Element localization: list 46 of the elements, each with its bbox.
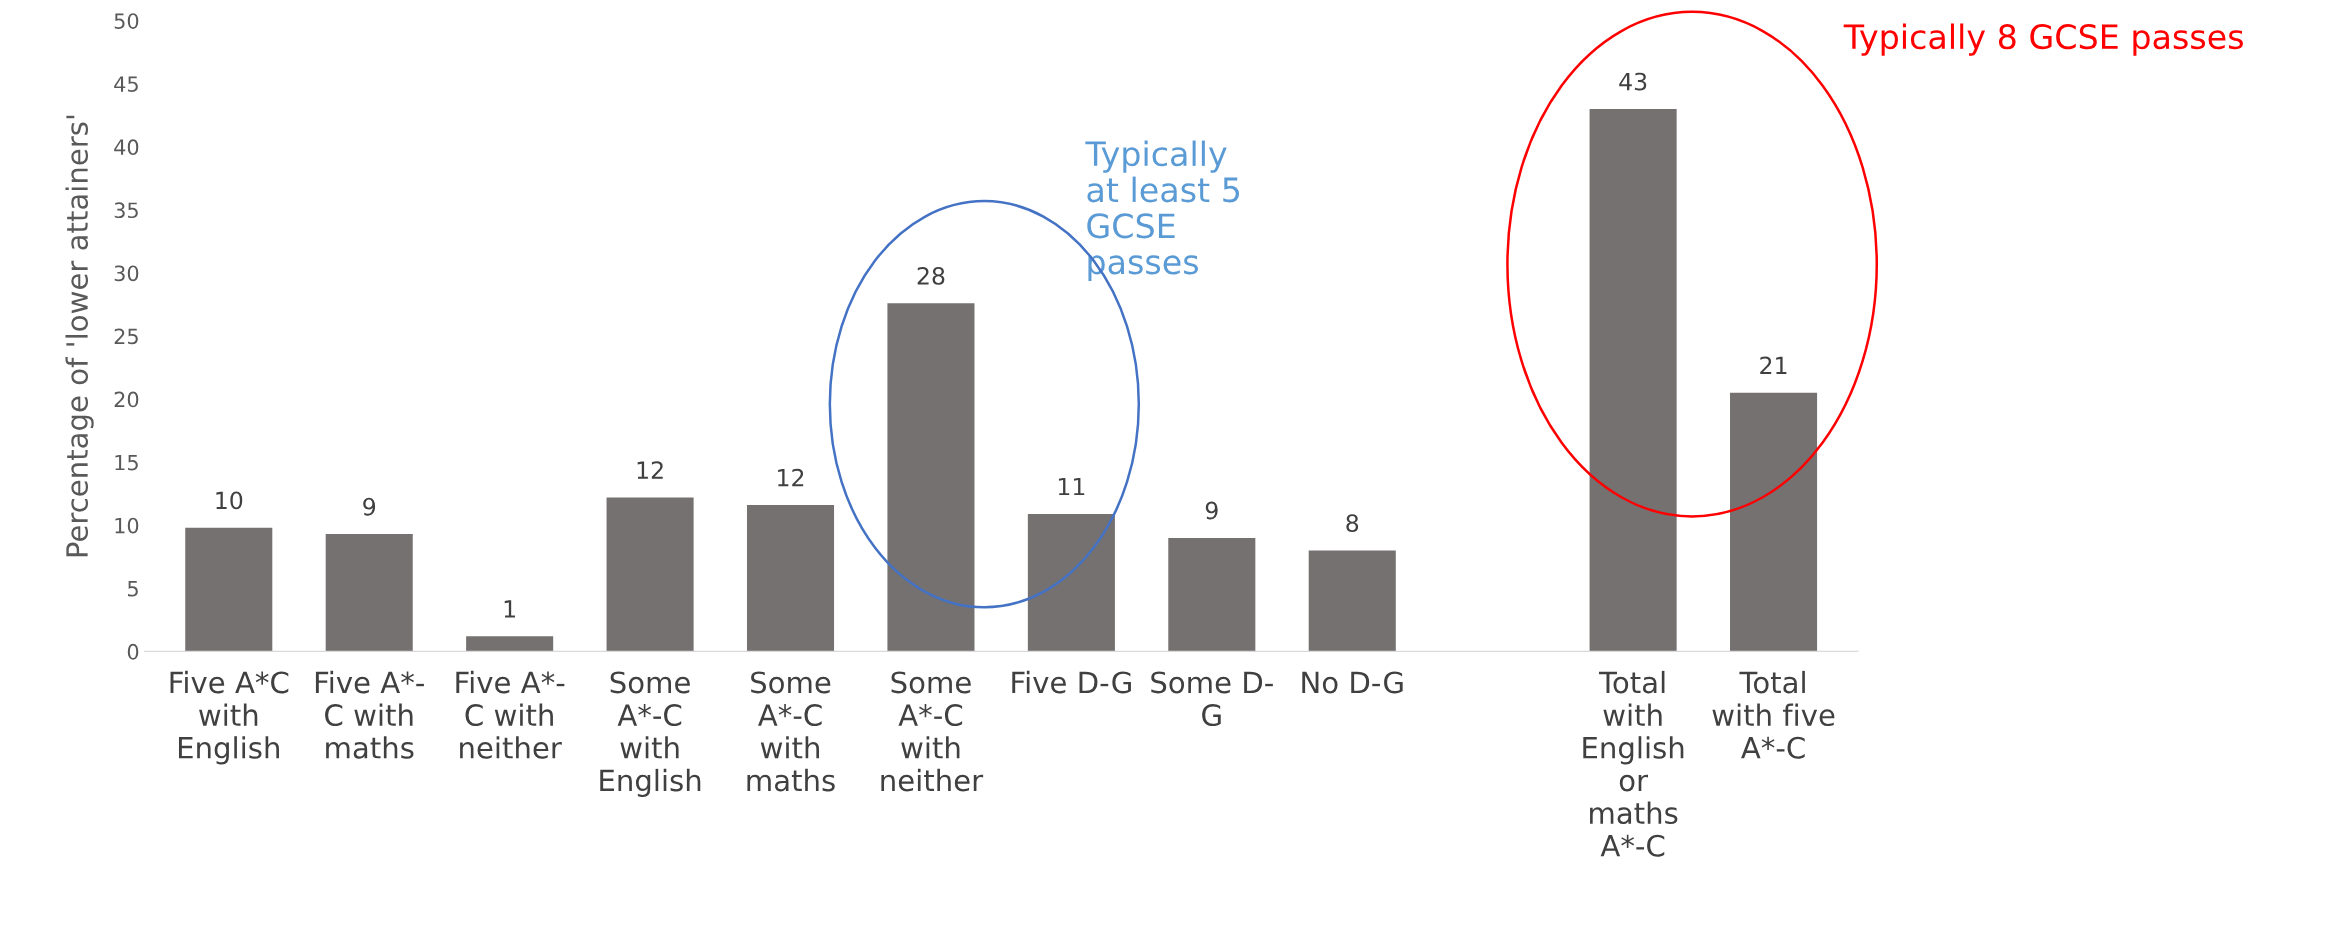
y-tick-label: 25 — [114, 328, 138, 345]
x-tick-label: Five A*- C with maths — [315, 670, 424, 759]
x-tick-label: Five A*- C with neither — [456, 670, 565, 759]
data-label: 11 — [1058, 477, 1085, 496]
x-tick-label: Some A*-C with neither — [881, 671, 984, 792]
y-tick-label: 20 — [114, 391, 139, 408]
data-label: 12 — [778, 468, 804, 487]
y-tick-label: 35 — [114, 202, 138, 219]
data-label: 10 — [216, 491, 243, 510]
bar — [746, 505, 835, 652]
bar — [1027, 513, 1115, 652]
y-tick-label: 40 — [114, 139, 139, 156]
bar — [325, 534, 413, 652]
bar — [1168, 537, 1256, 652]
y-axis-title: Percentage of 'lower attainers' — [65, 115, 94, 557]
x-tick-label: Five D-G — [1012, 670, 1131, 694]
bar — [887, 303, 975, 652]
y-tick-label: 0 — [127, 643, 139, 660]
x-tick-label: No D-G — [1302, 671, 1403, 694]
data-label: 21 — [1760, 356, 1787, 375]
x-tick-label: Some A*-C with English — [600, 671, 701, 798]
bar — [466, 636, 554, 652]
x-tick-label: Five A*C with English — [170, 670, 289, 765]
x-tick-label: Total with five A*-C — [1712, 670, 1835, 759]
bar — [1589, 108, 1677, 652]
data-label: 28 — [917, 266, 945, 285]
data-label: 1 — [504, 600, 515, 618]
x-tick-label: Some D- G — [1151, 671, 1273, 727]
y-tick-label: 10 — [115, 517, 139, 534]
data-label: 9 — [363, 497, 376, 516]
data-label: 43 — [1619, 72, 1647, 91]
bar — [1308, 550, 1396, 652]
data-label: 12 — [637, 461, 663, 479]
x-tick-label: Some A*-C with maths — [747, 671, 835, 792]
y-tick-label: 5 — [128, 581, 138, 597]
y-tick-label: 45 — [114, 76, 138, 92]
bar — [185, 527, 273, 652]
y-tick-label: 50 — [114, 13, 139, 29]
data-label: 8 — [1346, 514, 1359, 533]
data-label: 9 — [1205, 501, 1218, 520]
annotation: Typically 8 GCSE passes — [1843, 23, 2243, 56]
bar — [606, 497, 694, 652]
bar — [1730, 392, 1818, 652]
y-tick-label: 15 — [115, 454, 138, 471]
x-tick-label: Total with English or maths A*-C — [1583, 670, 1684, 857]
y-tick-label: 30 — [114, 265, 139, 282]
